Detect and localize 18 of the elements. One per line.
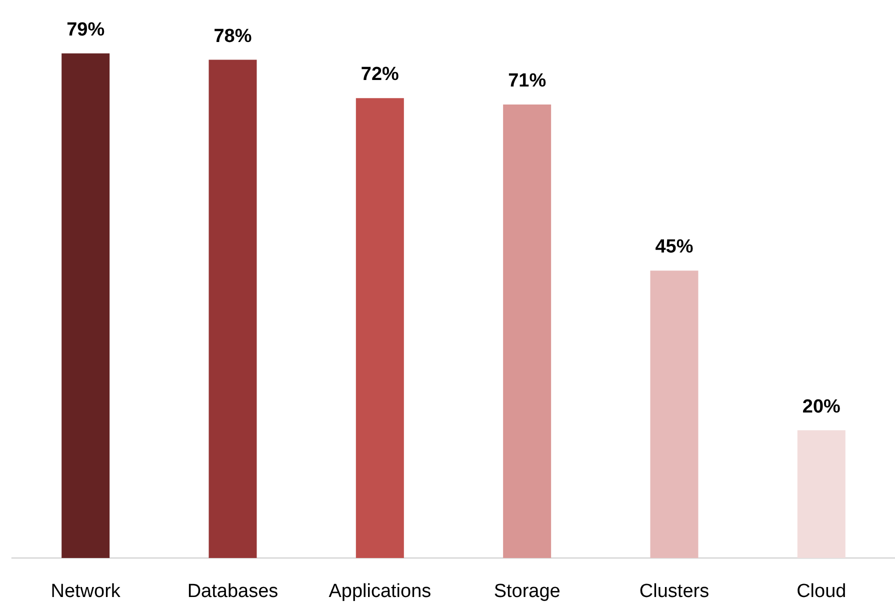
bar <box>208 60 257 558</box>
x-tick-label: Storage <box>494 581 560 602</box>
x-tick-label: Cloud <box>796 581 846 602</box>
data-label: 79% <box>66 19 105 40</box>
x-tick-label: Applications <box>328 581 432 602</box>
data-label: 20% <box>802 396 841 418</box>
data-label: 71% <box>508 70 546 92</box>
x-tick-label: Databases <box>187 581 278 602</box>
data-label: 78% <box>214 26 252 47</box>
data-label: 45% <box>655 236 694 258</box>
bar <box>356 98 404 558</box>
bar <box>797 430 846 558</box>
bar <box>62 53 110 558</box>
bar <box>650 270 698 558</box>
x-tick-label: Network <box>50 581 121 602</box>
x-tick-label: Clusters <box>639 581 710 602</box>
bar <box>503 104 552 558</box>
data-label: 72% <box>360 64 400 86</box>
